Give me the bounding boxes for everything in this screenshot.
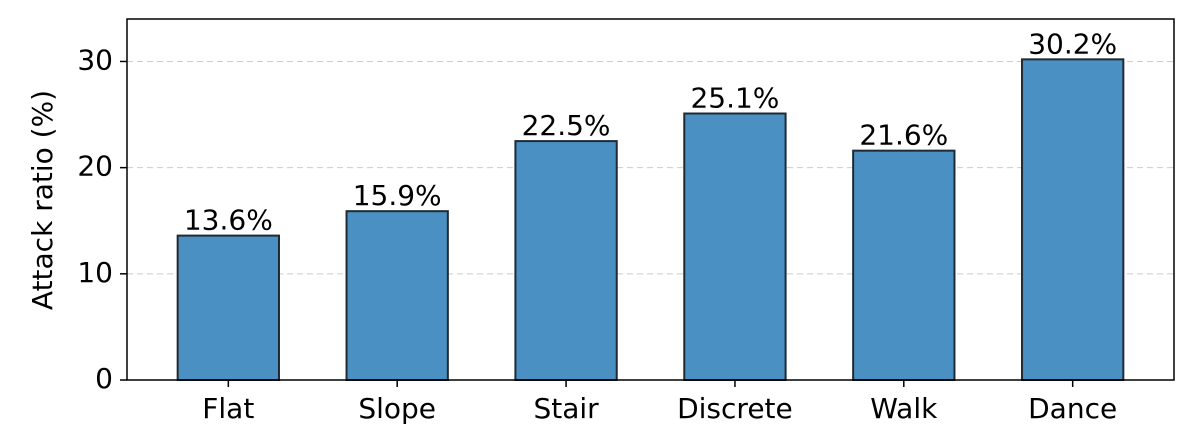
x-tick-label: Discrete bbox=[677, 392, 793, 425]
y-tick-label: 10 bbox=[77, 256, 113, 289]
bar bbox=[683, 112, 787, 381]
bar bbox=[1021, 58, 1125, 382]
x-tick-label: Slope bbox=[358, 392, 436, 425]
value-label: 22.5% bbox=[522, 109, 611, 142]
x-tick-label: Walk bbox=[870, 392, 938, 425]
value-label: 30.2% bbox=[1028, 27, 1117, 60]
x-tick-label: Dance bbox=[1028, 392, 1117, 425]
x-tick-label: Stair bbox=[533, 392, 599, 425]
value-label: 25.1% bbox=[690, 81, 779, 114]
plot-frame bbox=[126, 18, 1175, 381]
y-tick-label: 20 bbox=[77, 150, 113, 183]
x-tick-label: Flat bbox=[202, 392, 254, 425]
bar bbox=[176, 234, 280, 381]
bar bbox=[345, 210, 449, 381]
y-tick-label: 0 bbox=[95, 362, 113, 395]
value-label: 21.6% bbox=[859, 119, 948, 152]
y-tick-label: 30 bbox=[77, 43, 113, 76]
bar bbox=[514, 140, 618, 381]
y-axis-label: Attack ratio (%) bbox=[26, 90, 59, 310]
bar bbox=[852, 149, 956, 381]
value-label: 13.6% bbox=[184, 204, 273, 237]
value-label: 15.9% bbox=[353, 179, 442, 212]
